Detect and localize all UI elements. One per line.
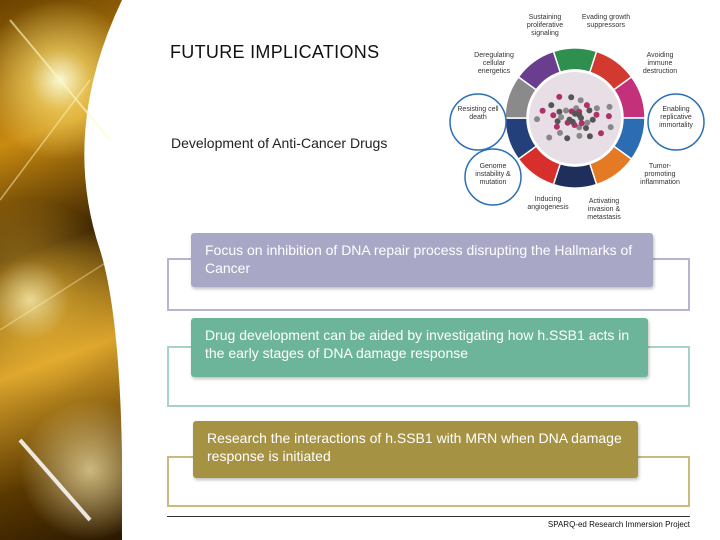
decorative-rays: [0, 0, 125, 540]
wheel-dot: [576, 132, 583, 139]
wheel-dot: [593, 111, 600, 118]
title: FUTURE IMPLICATIONS: [170, 42, 380, 62]
wheel-dot: [584, 119, 591, 126]
wheel-dot: [572, 110, 578, 117]
wheel-dot: [583, 125, 589, 131]
wheel-dot: [577, 97, 584, 104]
hallmark-label: Deregulating cellular energetics: [474, 52, 514, 75]
point-box: Research the interactions of h.SSB1 with…: [193, 421, 638, 478]
wheel-dot: [558, 114, 565, 121]
wheel-dot: [568, 94, 575, 101]
hallmark-label: Evading growth suppressors: [581, 14, 631, 29]
hallmark-label: Activating invasion & metastasis: [587, 198, 621, 221]
wheel-dot: [550, 112, 557, 119]
wheel-dot: [607, 124, 614, 131]
wheel-dot: [593, 105, 600, 112]
wheel-dot: [553, 123, 560, 130]
wheel-dot: [578, 120, 585, 127]
wheel-dot: [548, 102, 555, 109]
wheel-dot: [554, 118, 561, 125]
wheel-segment: [517, 50, 562, 91]
wheel-dot: [556, 93, 563, 100]
hallmark-label: Enabling replicative immortality: [659, 106, 693, 129]
subtitle: Development of Anti-Cancer Drugs: [171, 135, 388, 151]
hallmark-label: Inducing angiogenesis: [527, 196, 569, 211]
hallmark-label: Resisting cell death: [457, 106, 499, 121]
hallmarks-wheel: [449, 47, 705, 206]
hallmark-label: Sustaining proliferative signaling: [526, 14, 564, 37]
wheel-dot: [606, 103, 613, 110]
point-box: Focus on inhibition of DNA repair proces…: [191, 233, 653, 287]
wheel-dot: [557, 129, 563, 136]
wheel-dot: [586, 107, 593, 114]
wheel-segment: [552, 162, 598, 189]
point-box: Drug development can be aided by investi…: [191, 318, 648, 377]
hallmark-label: Avoiding immune destruction: [642, 52, 678, 75]
wheel-dot: [556, 108, 563, 115]
wheel-dot: [539, 107, 546, 114]
wheel-dot: [563, 107, 569, 114]
wheel-dot: [583, 102, 590, 109]
wheel-dot: [586, 133, 593, 140]
wheel-dot: [534, 116, 540, 123]
wheel-dot: [605, 113, 612, 120]
wheel-dot: [546, 134, 553, 141]
footer-rule: [167, 516, 690, 517]
hallmark-label: Genome instability & mutation: [475, 163, 511, 186]
footer: SPARQ-ed Research Immersion Project: [547, 520, 690, 529]
wheel-segment: [552, 47, 598, 74]
hallmark-label: Tumor-promoting inflammation: [640, 163, 680, 186]
wheel-center: [529, 72, 621, 164]
wheel-dot: [564, 135, 571, 142]
wheel-dot: [569, 118, 576, 125]
wheel-dot: [589, 116, 596, 123]
wheel-dot: [598, 130, 604, 137]
